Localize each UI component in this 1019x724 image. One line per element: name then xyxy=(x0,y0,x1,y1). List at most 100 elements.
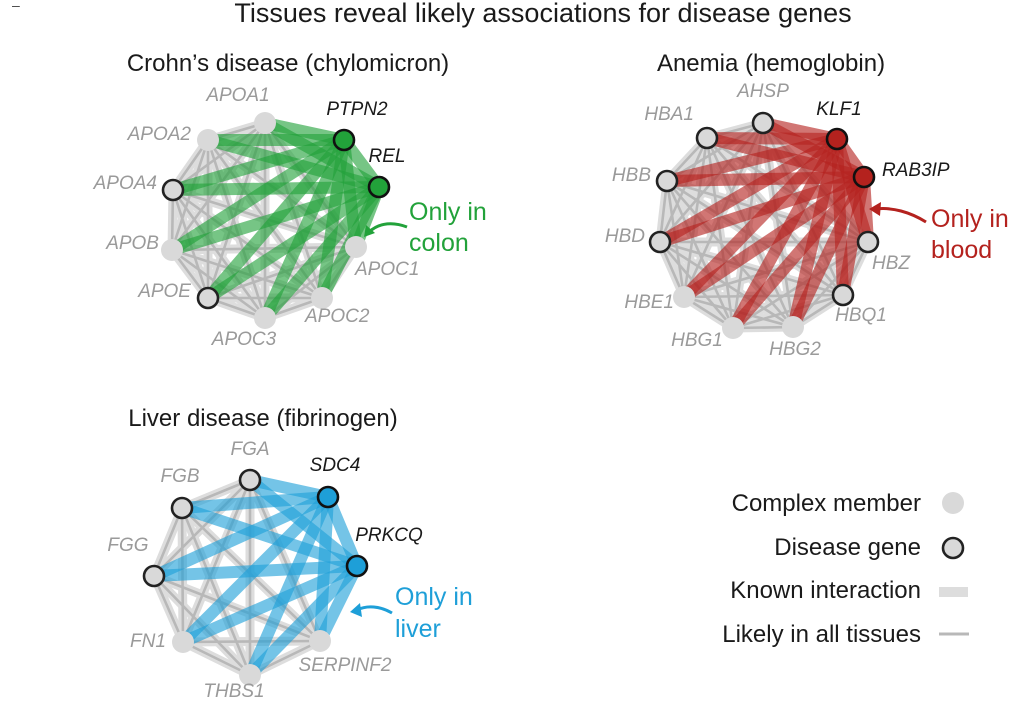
arrowhead-liver xyxy=(350,603,362,617)
panel-crohn: Crohn’s disease (chylomicron) APOA1 PTPN2… xyxy=(93,50,487,350)
gene-label-prkcq: PRKCQ xyxy=(355,525,423,546)
nodes-liver xyxy=(142,468,369,686)
arrowhead-anemia xyxy=(869,202,881,216)
gene-node-apob xyxy=(161,239,183,261)
tissue-edge xyxy=(787,171,870,333)
gene-label-apoc2: APOC2 xyxy=(304,306,370,327)
gene-label-klf1: KLF1 xyxy=(816,99,861,120)
legend-likely-all: Likely in all tissues xyxy=(722,621,921,648)
likely-edge xyxy=(152,506,184,578)
gene-node-hbb xyxy=(655,169,679,193)
tissue-edge xyxy=(166,181,385,256)
gene-label-fga: FGA xyxy=(230,439,269,460)
nodes-crohn xyxy=(161,112,391,329)
arrowhead-crohn xyxy=(364,225,375,237)
gene-node-prkcq xyxy=(345,554,369,578)
edges-anemia xyxy=(654,117,874,334)
gene-node-apoe xyxy=(196,286,220,310)
tissue-edge xyxy=(654,133,843,248)
tissue-edge xyxy=(176,491,334,514)
gene-label-hbb: HBB xyxy=(612,165,651,186)
gene-label-apoa1: APOA1 xyxy=(205,85,269,106)
gene-node-ptpn2 xyxy=(332,128,356,152)
likely-edge xyxy=(665,179,735,330)
gene-label-hbd: HBD xyxy=(605,226,645,247)
panel-anemia: Anemia (hemoglobin) AHSP KLF1 RAB3IP HBZ HBQ… xyxy=(605,50,1009,360)
gene-node-klf1 xyxy=(825,127,849,151)
likely-edge xyxy=(181,639,322,644)
likely-edge xyxy=(171,188,267,320)
gene-label-apoe: APOE xyxy=(137,281,191,302)
legend-known-interaction: Known interaction xyxy=(730,577,921,604)
labels-liver: FGA SDC4 PRKCQ SERPINF2 THBS1 FN1 FGG FGB xyxy=(107,439,423,702)
gene-node-apoc1 xyxy=(345,236,367,258)
gene-label-ptpn2: PTPN2 xyxy=(326,99,388,120)
gene-label-apoa4: APOA4 xyxy=(93,173,157,194)
panel-title-liver: Liver disease (fibrinogen) xyxy=(128,405,397,432)
tissue-edge xyxy=(678,171,870,303)
panel-liver: Liver disease (fibrinogen) FGA SDC4 PRKCQ S… xyxy=(107,405,472,702)
gene-node-fga xyxy=(238,468,262,492)
tissue-edge xyxy=(244,474,363,572)
tissue-edge xyxy=(244,560,363,681)
gene-label-apoc3: APOC3 xyxy=(211,329,277,350)
note-line2-anemia: blood xyxy=(931,236,992,264)
nodes-anemia xyxy=(648,111,880,339)
tissue-edge xyxy=(654,171,870,248)
gene-label-apoa2: APOA2 xyxy=(127,124,192,145)
gene-node-ahsp xyxy=(751,111,775,135)
gene-node-serpinf2 xyxy=(309,630,331,652)
gene-label-sdc4: SDC4 xyxy=(310,455,361,476)
likely-edge xyxy=(181,640,252,677)
note-arrow-anemia xyxy=(875,207,927,224)
labels-anemia: AHSP KLF1 RAB3IP HBZ HBQ1 HBG2 HBG1 HBE1 HBD HBB H… xyxy=(605,81,950,360)
gene-node-rab3ip xyxy=(852,165,876,189)
gene-label-hbg1: HBG1 xyxy=(671,330,723,351)
gene-node-fn1 xyxy=(172,631,194,653)
gene-node-apoa1 xyxy=(254,112,276,134)
gene-node-apoc3 xyxy=(254,307,276,329)
note-line2-liver: liver xyxy=(395,615,441,643)
edges-liver xyxy=(148,474,363,681)
legend-disease-gene: Disease gene xyxy=(774,534,921,561)
likely-edge xyxy=(152,574,185,644)
legend-disease-swatch xyxy=(941,536,965,560)
tissue-edge xyxy=(167,181,385,196)
gene-label-serpinf2: SERPINF2 xyxy=(299,655,392,676)
gene-label-hba1: HBA1 xyxy=(644,104,694,125)
gene-node-apoc2 xyxy=(311,287,333,309)
legend-complex-member: Complex member xyxy=(732,490,921,517)
gene-node-hbd xyxy=(648,230,672,254)
tissue-edge xyxy=(727,171,870,334)
note-line2-crohn: colon xyxy=(409,229,469,257)
note-arrow-crohn xyxy=(367,222,408,234)
tissue-edge xyxy=(148,491,334,582)
gene-label-ahsp: AHSP xyxy=(736,81,789,102)
gene-label-hbe1: HBE1 xyxy=(624,292,674,313)
gene-node-hba1 xyxy=(695,126,719,150)
gene-node-apoa4 xyxy=(161,178,185,202)
gene-node-hbg1 xyxy=(722,317,744,339)
gene-label-hbz: HBZ xyxy=(872,253,911,274)
gene-label-rel: REL xyxy=(369,146,406,167)
gene-node-hbg2 xyxy=(782,316,804,338)
gene-node-hbq1 xyxy=(831,283,855,307)
gene-node-hbe1 xyxy=(673,286,695,308)
gene-label-apob: APOB xyxy=(105,233,159,254)
gene-label-thbs1: THBS1 xyxy=(203,681,264,702)
panel-title-anemia: Anemia (hemoglobin) xyxy=(657,50,885,77)
likely-edge xyxy=(180,506,252,677)
labels-crohn: APOA1 PTPN2 REL APOC1 APOC2 APOC3 APOE APOB APOA… xyxy=(93,85,420,350)
tissue-edge xyxy=(176,502,363,572)
tissue-edge xyxy=(701,132,870,183)
likely-edge xyxy=(731,293,845,330)
gene-label-hbg2: HBG2 xyxy=(769,339,821,360)
legend: Complex member Disease gene Known intera… xyxy=(722,490,969,648)
gene-node-hbz xyxy=(856,230,880,254)
gene-node-sdc4 xyxy=(316,485,340,509)
note-line1-crohn: Only in xyxy=(409,198,487,226)
tissue-edge xyxy=(259,181,385,324)
figure-title: Tissues reveal likely associations for d… xyxy=(234,0,851,28)
legend-member-swatch xyxy=(942,492,964,514)
gene-node-fgb xyxy=(170,496,194,520)
